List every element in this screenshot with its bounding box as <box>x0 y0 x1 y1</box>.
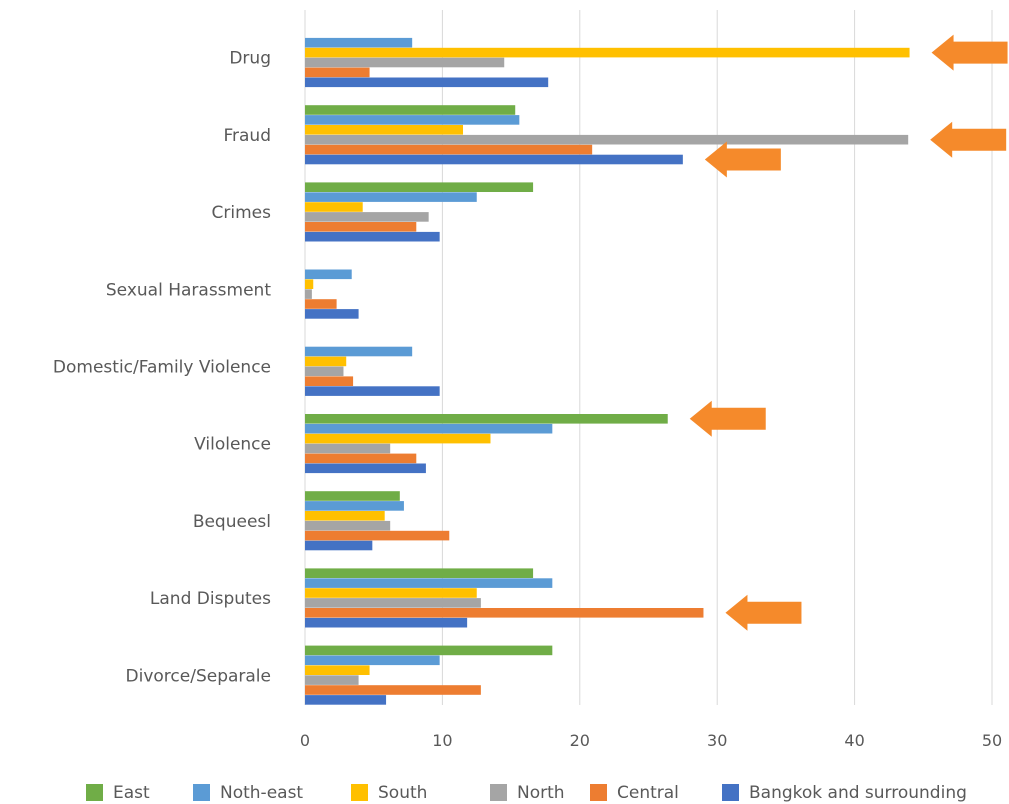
bar-land-disputes-north <box>305 598 481 608</box>
bar-bequeesl-noth-east <box>305 501 404 511</box>
bar-domestic-family-violence-bangkok-and-surrounding <box>305 386 440 396</box>
bar-fraud-bangkok-and-surrounding <box>305 154 683 165</box>
bar-bequeesl-bangkok-and-surrounding <box>305 540 373 551</box>
category-label-divorce-separale: Divorce/Separale <box>126 666 271 686</box>
bar-bequeesl-east <box>305 491 400 501</box>
bar-land-disputes-south <box>305 588 477 598</box>
legend: East Noth-east South North Central Bangkok an… <box>86 783 967 803</box>
bar-sexual-harassment-north <box>305 289 312 299</box>
x-tick-label: 50 <box>982 731 1002 750</box>
bar-fraud-central <box>305 144 593 155</box>
annotation-arrows <box>689 34 1008 631</box>
category-label-fraud: Fraud <box>223 126 271 146</box>
legend-label-south: South <box>378 783 427 803</box>
category-label-crimes: Crimes <box>212 203 272 223</box>
bar-fraud-east <box>305 105 516 115</box>
x-tick-label: 10 <box>432 731 452 750</box>
legend-swatch-noth-east <box>193 784 210 801</box>
bar-drug-noth-east <box>305 37 413 48</box>
bar-divorce-separale-bangkok-and-surrounding <box>305 695 387 705</box>
bar-sexual-harassment-central <box>305 299 337 309</box>
x-tick-label: 30 <box>707 731 727 750</box>
legend-label-noth-east: Noth-east <box>220 783 303 803</box>
bar-divorce-separale-central <box>305 685 481 695</box>
category-label-sexual-harassment: Sexual Harassment <box>106 280 271 300</box>
legend-swatch-central <box>590 784 607 801</box>
bar-land-disputes-noth-east <box>305 578 553 588</box>
bar-fraud-south <box>305 125 464 135</box>
bar-vilolence-noth-east <box>305 423 553 434</box>
bar-domestic-family-violence-north <box>305 366 344 377</box>
bar-crimes-central <box>305 222 417 232</box>
bar-bequeesl-north <box>305 520 391 531</box>
arrow-left-icon <box>725 594 802 631</box>
bar-domestic-family-violence-central <box>305 376 354 386</box>
bar-crimes-bangkok-and-surrounding <box>305 231 440 242</box>
bar-vilolence-bangkok-and-surrounding <box>305 463 426 474</box>
bar-drug-north <box>305 57 505 68</box>
bar-sexual-harassment-bangkok-and-surrounding <box>305 309 359 319</box>
x-tick-label: 40 <box>844 731 864 750</box>
legend-label-bangkok-and-surrounding: Bangkok and surrounding <box>749 783 967 803</box>
bar-divorce-separale-east <box>305 645 553 656</box>
arrow-left-icon <box>931 34 1008 71</box>
bar-domestic-family-violence-south <box>305 356 347 367</box>
bars <box>305 37 910 705</box>
bar-drug-central <box>305 67 370 78</box>
bar-land-disputes-east <box>305 568 534 578</box>
category-label-bequeesl: Bequeesl <box>193 512 271 532</box>
bar-sexual-harassment-noth-east <box>305 269 352 280</box>
category-label-domestic-family-violence: Domestic/Family Violence <box>53 358 271 378</box>
bar-fraud-noth-east <box>305 115 520 125</box>
bar-vilolence-central <box>305 453 417 464</box>
bar-crimes-east <box>305 182 534 192</box>
bar-drug-south <box>305 47 910 58</box>
bar-vilolence-south <box>305 433 491 444</box>
legend-label-east: East <box>113 783 150 803</box>
legend-label-north: North <box>517 783 565 803</box>
arrow-left-icon <box>704 141 781 178</box>
legend-swatch-bangkok-and-surrounding <box>722 784 739 801</box>
bar-land-disputes-central <box>305 608 704 618</box>
x-tick-labels: 0 10 20 30 40 50 <box>300 731 1002 750</box>
bar-domestic-family-violence-noth-east <box>305 346 413 357</box>
legend-swatch-north <box>490 784 507 801</box>
bar-land-disputes-bangkok-and-surrounding <box>305 617 468 628</box>
bar-bequeesl-central <box>305 530 450 541</box>
category-label-land-disputes: Land Disputes <box>150 589 271 609</box>
legend-label-central: Central <box>617 783 679 803</box>
bar-drug-bangkok-and-surrounding <box>305 77 549 88</box>
arrow-left-icon <box>689 400 766 437</box>
x-tick-label: 0 <box>300 731 310 750</box>
legend-swatch-east <box>86 784 103 801</box>
bar-divorce-separale-south <box>305 665 370 675</box>
bar-crimes-noth-east <box>305 192 477 202</box>
category-label-drug: Drug <box>229 49 271 69</box>
category-labels: Drug Fraud Crimes Sexual Harassment Domestic… <box>53 49 271 687</box>
bar-divorce-separale-noth-east <box>305 655 440 666</box>
arrow-left-icon <box>930 121 1007 158</box>
bar-vilolence-north <box>305 443 391 454</box>
bar-crimes-north <box>305 212 429 222</box>
x-tick-label: 20 <box>570 731 590 750</box>
bar-fraud-north <box>305 134 909 145</box>
bar-crimes-south <box>305 202 363 212</box>
bar-vilolence-east <box>305 414 668 424</box>
category-label-vilolence: Vilolence <box>194 435 271 455</box>
bar-divorce-separale-north <box>305 675 359 685</box>
legend-swatch-south <box>351 784 368 801</box>
bar-bequeesl-south <box>305 511 385 521</box>
bar-sexual-harassment-south <box>305 279 314 289</box>
